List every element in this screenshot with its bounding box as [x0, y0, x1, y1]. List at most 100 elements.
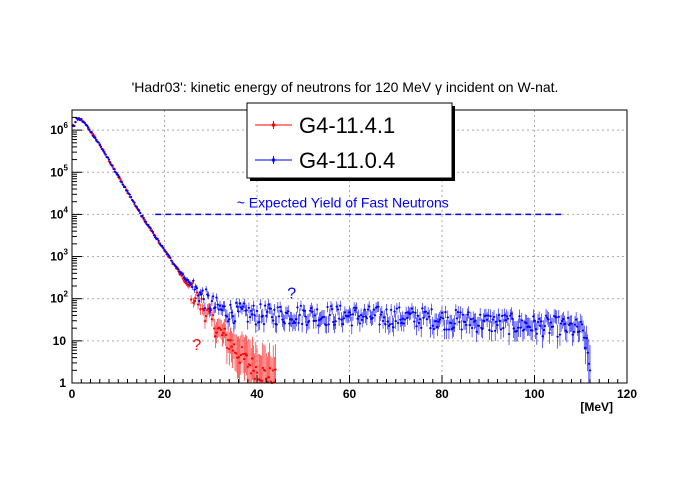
data-point	[565, 330, 568, 334]
data-point	[162, 246, 165, 250]
y-tick-exponent: 5	[64, 163, 69, 172]
data-point	[209, 309, 212, 312]
data-point	[551, 325, 555, 328]
data-point	[467, 311, 470, 314]
data-point	[100, 147, 104, 151]
data-point	[265, 377, 268, 380]
data-point	[385, 308, 388, 311]
data-point	[281, 318, 284, 321]
data-point	[74, 121, 77, 124]
data-point	[200, 297, 203, 300]
data-point	[211, 314, 215, 317]
data-point	[251, 357, 254, 360]
data-point	[316, 308, 319, 311]
data-point	[218, 327, 222, 330]
data-point	[258, 320, 261, 323]
data-point	[585, 336, 588, 340]
data-point	[417, 321, 420, 325]
data-point	[396, 321, 400, 325]
data-point	[189, 298, 193, 301]
data-point	[192, 301, 195, 304]
data-point	[120, 181, 123, 184]
data-point	[328, 313, 331, 317]
data-point	[143, 218, 146, 222]
data-point	[91, 132, 94, 135]
x-tick-label: 60	[343, 387, 357, 401]
data-point	[410, 307, 414, 310]
annotations: ~ Expected Yield of Fast Neutrons??	[155, 194, 563, 354]
data-point	[531, 329, 534, 332]
data-point	[291, 322, 294, 325]
data-point	[255, 309, 259, 313]
data-point	[474, 319, 477, 322]
data-point	[453, 322, 456, 325]
data-point	[561, 319, 564, 323]
data-point	[557, 315, 560, 318]
data-point	[274, 368, 277, 371]
data-point	[94, 136, 97, 140]
data-point	[199, 291, 202, 294]
data-point	[238, 302, 241, 305]
data-point	[243, 357, 246, 361]
data-point	[539, 324, 542, 327]
data-point	[436, 325, 439, 329]
data-point	[242, 352, 245, 356]
data-point	[195, 291, 198, 294]
data-point	[238, 361, 241, 364]
data-point	[102, 149, 105, 152]
data-point	[235, 352, 238, 355]
data-point	[317, 324, 320, 327]
data-point	[542, 328, 545, 332]
data-point	[236, 305, 239, 308]
data-point	[403, 318, 407, 321]
data-point	[457, 310, 460, 314]
data-point	[210, 318, 214, 321]
data-point	[250, 372, 253, 375]
data-point	[213, 327, 216, 330]
data-point	[248, 364, 252, 367]
data-point	[447, 328, 451, 331]
data-point	[261, 366, 264, 370]
data-point	[133, 203, 136, 206]
data-point	[254, 323, 257, 326]
data-point	[189, 283, 193, 286]
data-point	[228, 318, 231, 321]
data-point	[262, 322, 266, 326]
data-point	[372, 308, 375, 311]
data-point	[203, 319, 207, 323]
data-point	[394, 320, 397, 323]
data-point	[494, 329, 497, 332]
data-point	[260, 379, 263, 382]
data-point	[231, 315, 234, 318]
data-point	[368, 305, 371, 308]
data-point	[468, 323, 471, 327]
data-point	[518, 315, 521, 318]
data-point	[547, 318, 550, 321]
data-point	[544, 314, 548, 317]
data-point	[235, 301, 238, 304]
data-point	[77, 117, 81, 120]
x-tick-label: 80	[435, 387, 449, 401]
data-point	[564, 329, 567, 332]
data-point	[488, 329, 491, 332]
data-point	[442, 317, 445, 320]
x-tick-label: 0	[69, 387, 76, 401]
data-point	[429, 327, 432, 330]
data-point	[491, 318, 494, 321]
data-point	[384, 323, 387, 326]
data-point	[498, 319, 501, 323]
data-point	[570, 322, 573, 325]
data-point	[242, 305, 245, 308]
data-point	[334, 320, 337, 323]
data-point	[287, 310, 290, 313]
data-point	[121, 183, 124, 186]
data-point	[214, 306, 217, 309]
data-point	[186, 278, 189, 282]
data-point	[343, 311, 346, 314]
data-point	[348, 311, 351, 314]
data-point	[435, 320, 438, 323]
data-point	[240, 307, 244, 310]
data-point	[192, 279, 195, 282]
data-point	[386, 320, 389, 323]
